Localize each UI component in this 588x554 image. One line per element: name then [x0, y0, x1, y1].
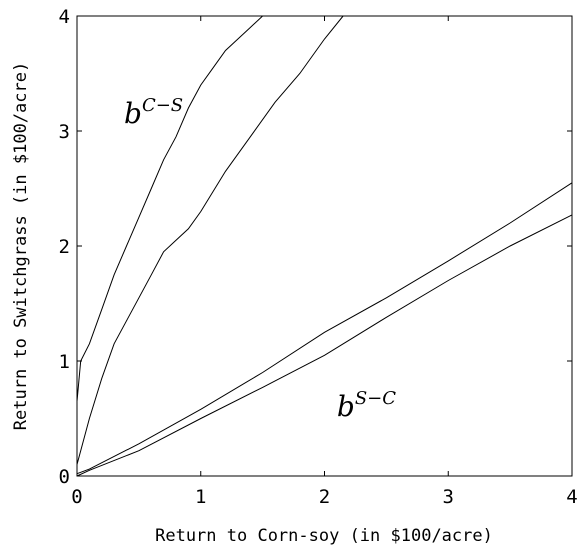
series-line-2 [76, 15, 344, 465]
y-tick-label: 3 [59, 121, 70, 143]
series-line-4 [76, 214, 573, 477]
series-line-3 [76, 182, 573, 475]
x-axis-label: Return to Corn-soy (in $100/acre) [155, 526, 493, 546]
ticks-layer: 0 1 2 3 4 0 1 2 3 4 [59, 6, 578, 508]
series-layer [76, 15, 573, 477]
x-tick-label: 3 [443, 486, 454, 508]
x-tick-label: 0 [71, 486, 82, 508]
y-tick-label: 0 [59, 466, 70, 488]
x-tick-label: 4 [566, 486, 577, 508]
y-axis-label: Return to Switchgrass (in $100/acre) [11, 62, 31, 430]
x-tick-label: 2 [319, 486, 330, 508]
x-tick-label: 1 [195, 486, 206, 508]
y-tick-label: 4 [59, 6, 70, 28]
y-tick-label: 1 [59, 351, 70, 373]
series-line-1 [76, 15, 269, 402]
y-tick-label: 2 [59, 236, 70, 258]
plot-area [76, 15, 573, 477]
